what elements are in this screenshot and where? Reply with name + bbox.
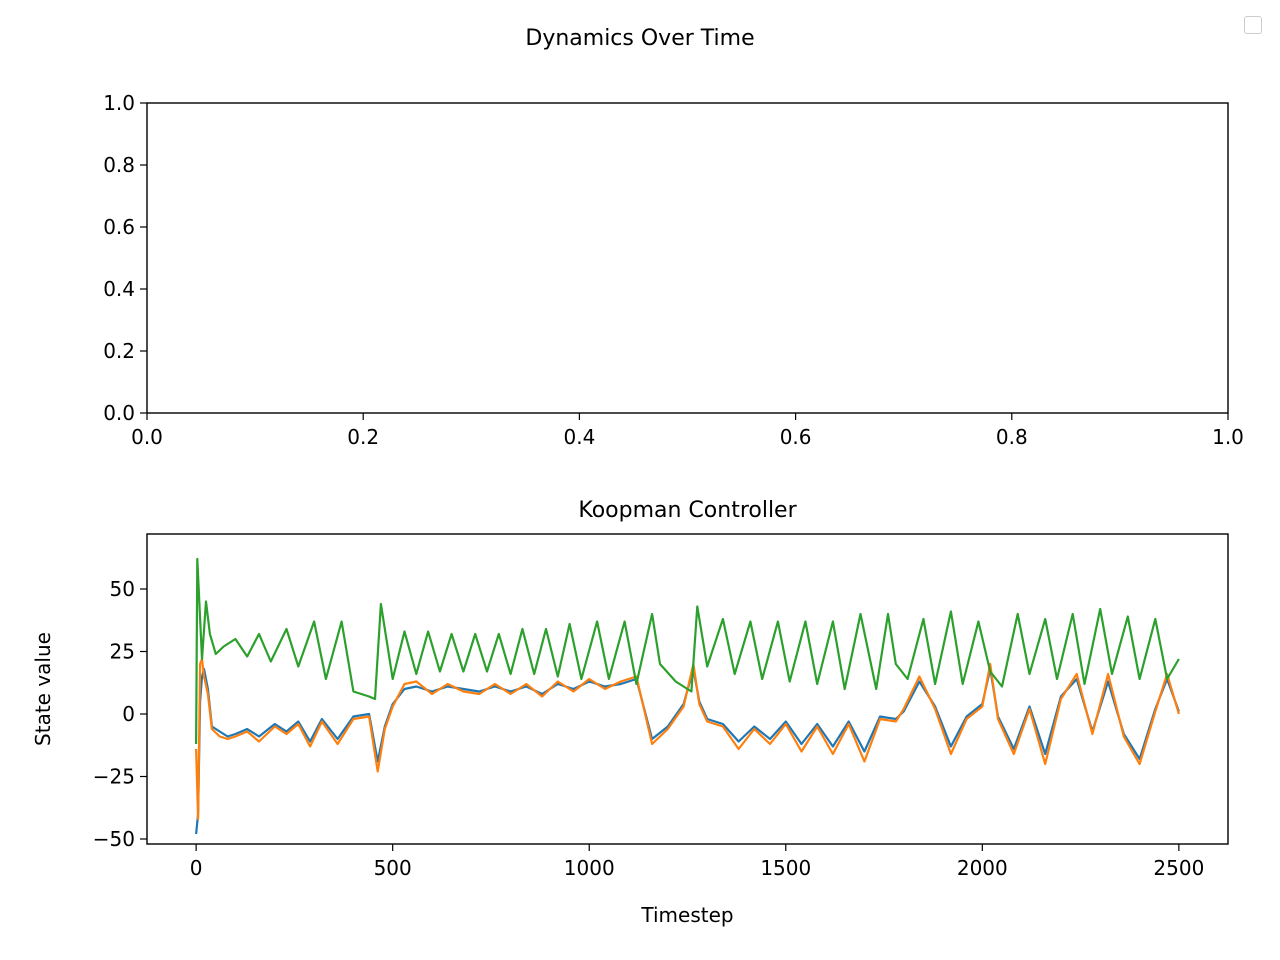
axes-title: Koopman Controller <box>578 498 797 523</box>
axes-frame <box>146 102 1229 414</box>
y-tick-label: −25 <box>93 765 135 789</box>
y-tick-label: 0.6 <box>103 215 135 239</box>
x-tick-label: 0 <box>190 856 203 880</box>
x-tick-label: 1.0 <box>1212 425 1244 449</box>
x-tick-label: 2000 <box>957 856 1008 880</box>
y-tick-label: 0.4 <box>103 277 135 301</box>
y-tick-label: 0.0 <box>103 401 135 425</box>
y-tick-label: 0 <box>122 702 135 726</box>
x-tick-label: 1000 <box>564 856 615 880</box>
figure-suptitle: Dynamics Over Time <box>525 26 754 51</box>
empty-legend-box <box>1244 16 1262 34</box>
y-axis-label: State value <box>31 632 55 746</box>
y-tick-label: 0.2 <box>103 339 135 363</box>
y-tick-label: 50 <box>110 577 135 601</box>
x-axis-label: Timestep <box>640 903 733 927</box>
bottom-axes: 0 500 1000 1500 2000 2500 −50 −25 0 25 50 Koopman C… <box>31 498 1229 927</box>
series-line-2 <box>195 657 1180 821</box>
top-axes: 0.0 0.2 0.4 0.6 0.8 1.0 0.0 0.2 0.4 0.6 0.8 1.0 <box>103 91 1244 449</box>
axes-frame <box>146 533 1229 845</box>
x-tick-label: 0.8 <box>996 425 1028 449</box>
x-tick-label: 1500 <box>760 856 811 880</box>
y-tick-label: 1.0 <box>103 91 135 115</box>
x-tick-label: 500 <box>374 856 412 880</box>
y-tick-label: 0.8 <box>103 153 135 177</box>
y-tick-label: −50 <box>93 827 135 851</box>
series-line-3 <box>195 557 1180 745</box>
x-tick-label: 0.2 <box>347 425 379 449</box>
x-tick-label: 0.0 <box>131 425 163 449</box>
x-tick-label: 0.6 <box>780 425 812 449</box>
y-tick-label: 25 <box>110 640 135 664</box>
x-tick-label: 2500 <box>1153 856 1204 880</box>
x-tick-label: 0.4 <box>563 425 595 449</box>
